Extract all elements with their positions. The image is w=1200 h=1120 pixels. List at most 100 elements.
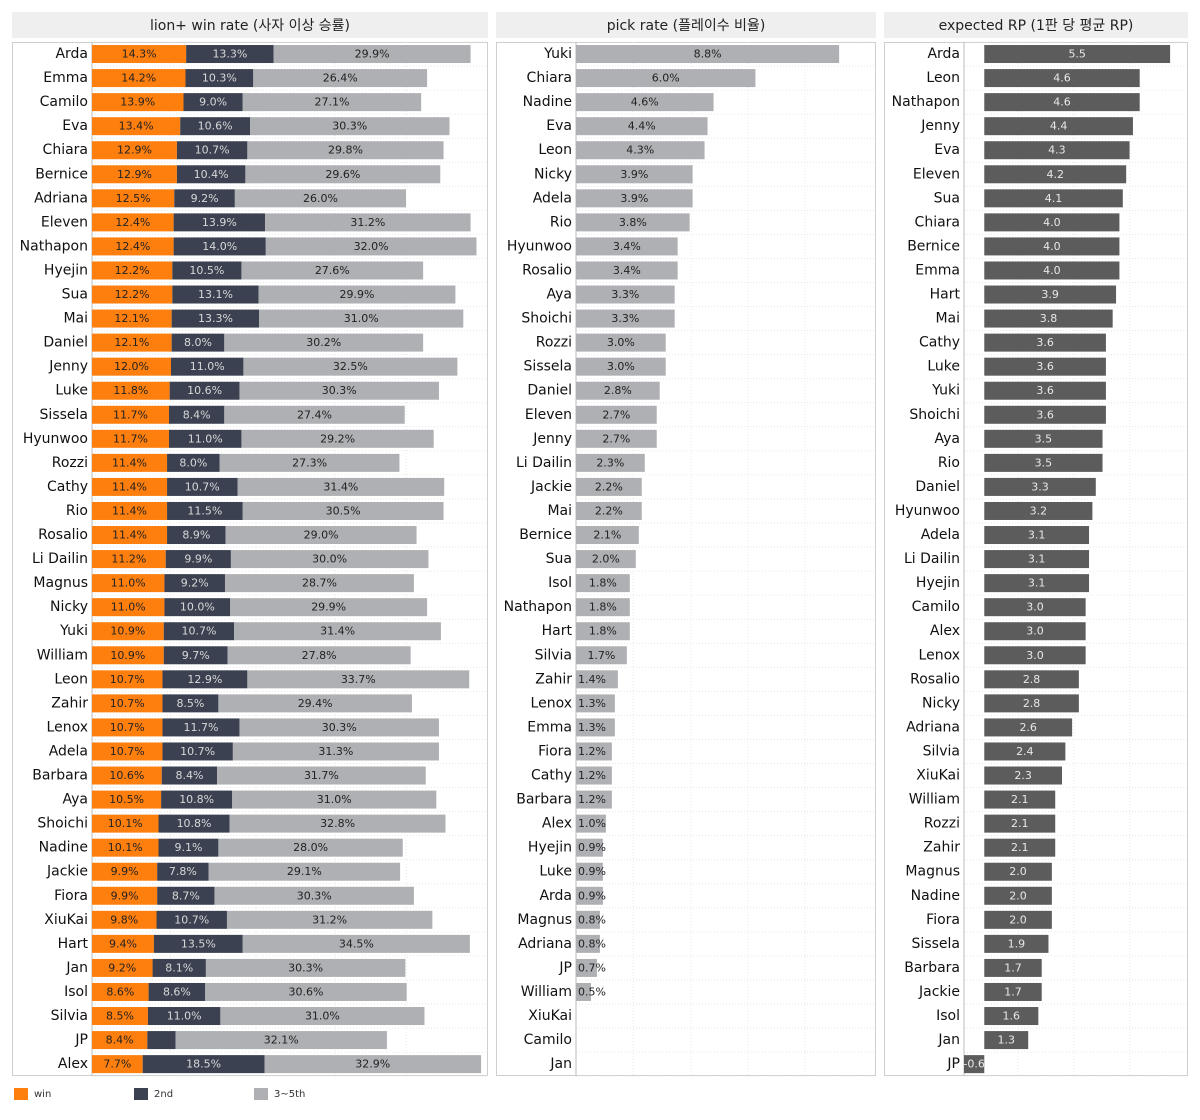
winrate-data-label: 27.3% bbox=[292, 456, 327, 469]
rp-data-label: 3.6 bbox=[1036, 336, 1054, 349]
winrate-bar-win bbox=[92, 718, 163, 737]
pickrate-data-label: 1.8% bbox=[589, 601, 617, 614]
pickrate-data-label: 3.0% bbox=[607, 360, 635, 373]
rp-bar bbox=[984, 405, 1106, 424]
winrate-bar-2nd bbox=[163, 646, 228, 665]
winrate-data-label: 10.7% bbox=[110, 721, 145, 734]
rp-bar bbox=[984, 598, 1086, 617]
rp-category-label: Silvia bbox=[923, 743, 960, 759]
pickrate-data-label: 1.2% bbox=[578, 769, 606, 782]
pickrate-category-label: Hyejin bbox=[528, 840, 572, 856]
rp-bar bbox=[984, 285, 1117, 304]
rp-bar bbox=[984, 838, 1056, 857]
winrate-bar-2nd bbox=[162, 670, 248, 689]
winrate-category-label: Hart bbox=[58, 936, 89, 952]
winrate-data-label: 31.4% bbox=[320, 625, 355, 638]
pickrate-data-label: 0.8% bbox=[578, 937, 606, 950]
winrate-bar-3-5th bbox=[175, 1031, 387, 1050]
winrate-bar-win bbox=[92, 69, 186, 88]
legend-swatch-2nd bbox=[134, 1088, 148, 1100]
rp-category-label: Zahir bbox=[923, 840, 960, 856]
winrate-data-label: 9.2% bbox=[181, 577, 209, 590]
rp-data-label: 5.5 bbox=[1068, 48, 1086, 61]
winrate-category-label: Aya bbox=[63, 792, 89, 808]
pickrate-data-label: 3.9% bbox=[620, 192, 648, 205]
rp-data-label: 2.1 bbox=[1011, 793, 1029, 806]
winrate-bar-win bbox=[92, 910, 157, 929]
rp-category-label: Jan bbox=[937, 1032, 960, 1048]
pickrate-bar bbox=[576, 694, 615, 713]
winrate-data-label: 8.4% bbox=[175, 769, 203, 782]
pickrate-category-label: Hyunwoo bbox=[507, 238, 572, 254]
pickrate-category-label: Jackie bbox=[530, 479, 572, 495]
winrate-data-label: 28.7% bbox=[302, 577, 337, 590]
winrate-data-label: 9.8% bbox=[110, 913, 138, 926]
pickrate-bar bbox=[576, 718, 615, 737]
legend-swatch-win bbox=[14, 1088, 28, 1100]
rp-category-label: Camilo bbox=[912, 599, 960, 615]
winrate-data-label: 10.7% bbox=[182, 625, 217, 638]
rp-category-label: Luke bbox=[927, 359, 960, 375]
winrate-bar-win bbox=[92, 694, 163, 713]
pickrate-data-label: 0.9% bbox=[578, 865, 606, 878]
pickrate-bar bbox=[576, 213, 690, 232]
pickrate-bar bbox=[576, 45, 840, 64]
winrate-bar-2nd bbox=[147, 1007, 221, 1026]
rp-bar bbox=[984, 1007, 1039, 1026]
winrate-data-label: 32.1% bbox=[264, 1034, 299, 1047]
pickrate-category-label: Camilo bbox=[524, 1032, 572, 1048]
pickrate-category-label: Yuki bbox=[543, 46, 572, 62]
pickrate-category-label: Bernice bbox=[519, 527, 572, 543]
rp-bar bbox=[984, 429, 1103, 448]
winrate-data-label: 12.2% bbox=[115, 288, 150, 301]
winrate-bar-2nd bbox=[153, 934, 243, 953]
winrate-bar-win bbox=[92, 622, 164, 641]
rp-bar bbox=[984, 453, 1103, 472]
winrate-data-label: 30.6% bbox=[288, 985, 323, 998]
winrate-bar-3-5th bbox=[247, 670, 470, 689]
winrate-category-label: Barbara bbox=[32, 768, 88, 784]
pickrate-bar bbox=[576, 982, 591, 1001]
rp-data-label: 4.6 bbox=[1053, 96, 1071, 109]
rp-data-label: 1.3 bbox=[997, 1034, 1015, 1047]
winrate-bar-3-5th bbox=[229, 814, 446, 833]
legend-label-3-5th: 3~5th bbox=[274, 1088, 306, 1100]
winrate-data-label: 31.0% bbox=[317, 793, 352, 806]
pickrate-bar bbox=[576, 309, 675, 328]
rp-category-label: Isol bbox=[936, 1008, 960, 1024]
pickrate-category-label: Aya bbox=[547, 287, 573, 303]
rp-category-label: Hyunwoo bbox=[895, 503, 960, 519]
rp-data-label: 3.5 bbox=[1035, 456, 1053, 469]
pickrate-category-label: Rio bbox=[550, 214, 572, 230]
winrate-bar-win bbox=[92, 381, 170, 400]
pickrate-category-label: Emma bbox=[527, 719, 572, 735]
pickrate-data-label: 0.7% bbox=[578, 961, 606, 974]
pickrate-data-label: 1.0% bbox=[578, 817, 606, 830]
rp-bar bbox=[984, 886, 1052, 905]
pickrate-bar bbox=[576, 429, 657, 448]
pickrate-data-label: 1.7% bbox=[587, 649, 615, 662]
winrate-bar-2nd bbox=[172, 285, 259, 304]
winrate-bar-3-5th bbox=[220, 1007, 425, 1026]
rp-bar bbox=[984, 718, 1073, 737]
rp-category-label: Li Dailin bbox=[904, 551, 960, 567]
winrate-category-label: Eleven bbox=[41, 214, 88, 230]
pickrate-data-label: 2.7% bbox=[602, 432, 630, 445]
pickrate-bar bbox=[576, 381, 660, 400]
winrate-data-label: 29.9% bbox=[355, 48, 390, 61]
winrate-bar-3-5th bbox=[242, 501, 444, 520]
winrate-bar-2nd bbox=[148, 982, 206, 1001]
pickrate-data-label: 1.3% bbox=[578, 697, 606, 710]
rp-bar bbox=[984, 646, 1086, 665]
pickrate-bar bbox=[576, 886, 603, 905]
winrate-bar-2nd bbox=[163, 622, 235, 641]
pickrate-data-label: 4.6% bbox=[631, 96, 659, 109]
winrate-bar-2nd bbox=[169, 381, 240, 400]
winrate-data-label: 29.2% bbox=[320, 432, 355, 445]
rp-category-label: Jenny bbox=[920, 118, 960, 134]
rp-bar bbox=[984, 501, 1093, 520]
rp-data-label: 3.0 bbox=[1026, 601, 1044, 614]
rp-data-label: 4.1 bbox=[1045, 192, 1063, 205]
pickrate-category-label: Barbara bbox=[516, 792, 572, 808]
